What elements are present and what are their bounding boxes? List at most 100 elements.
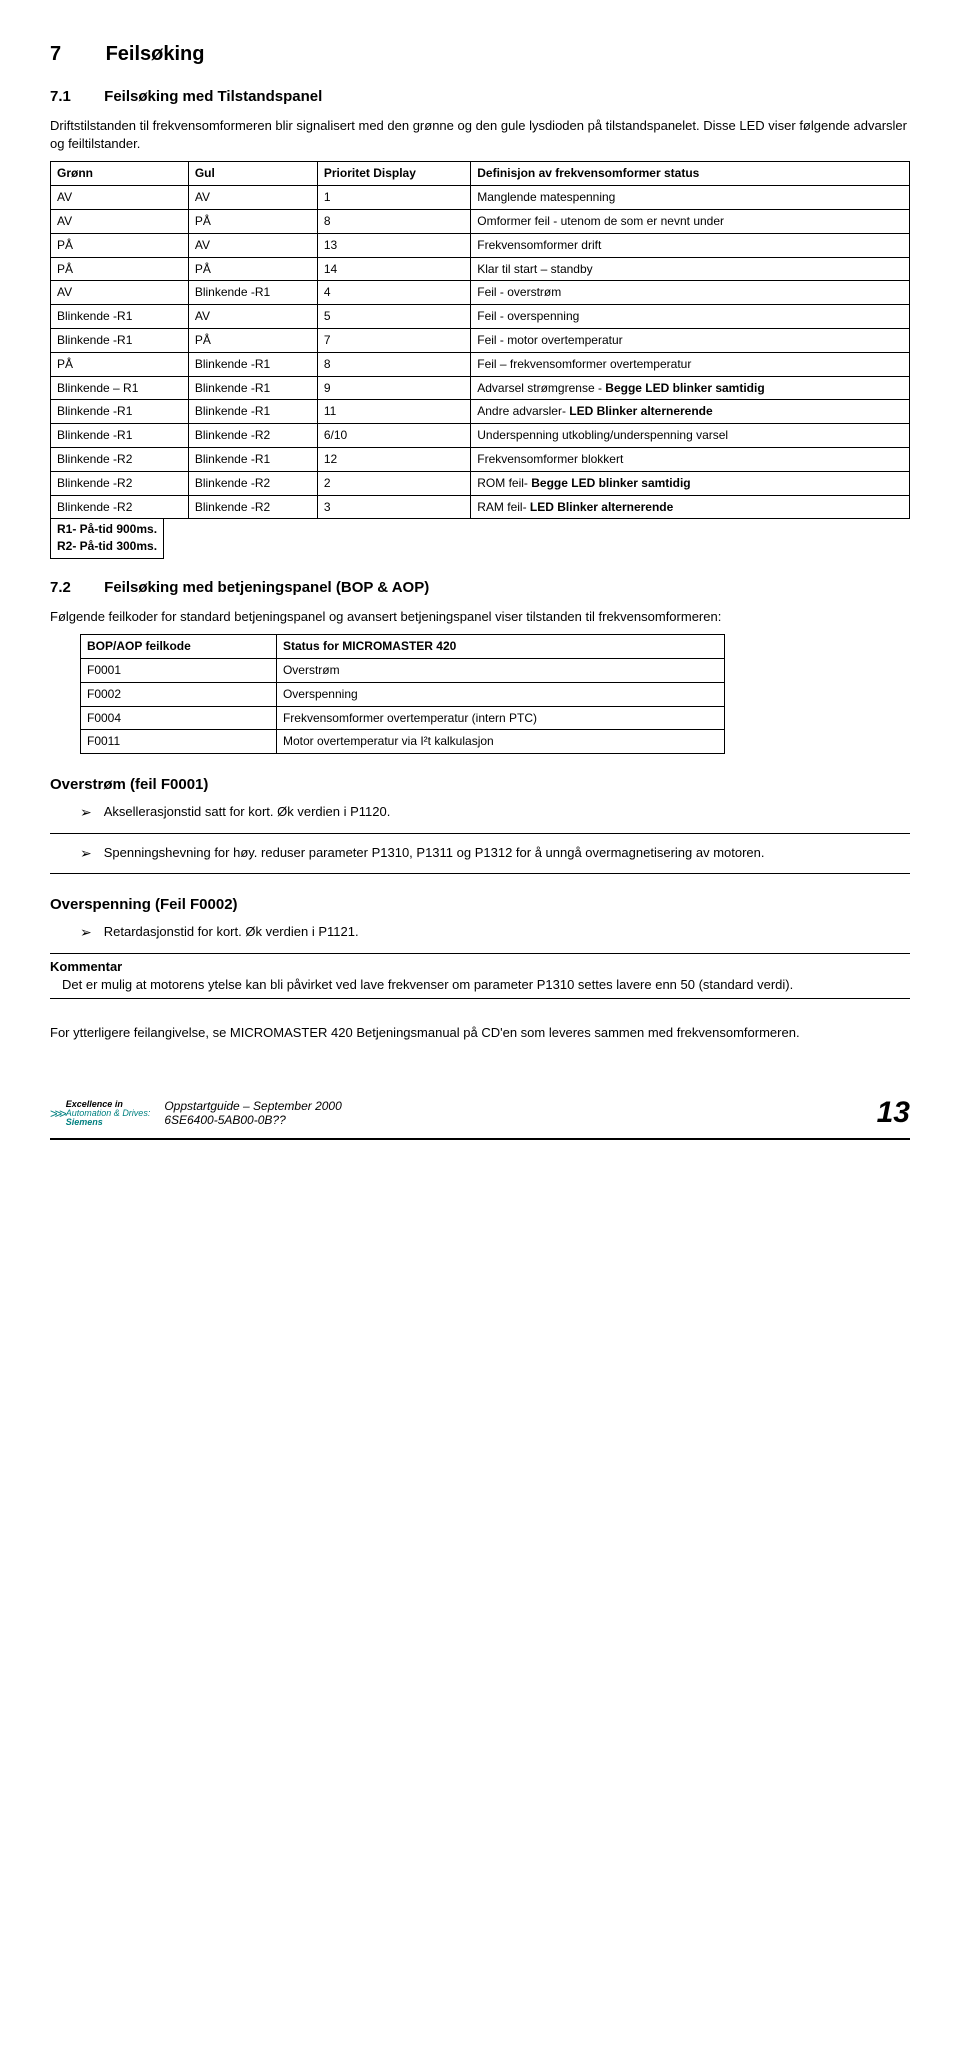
table-cell: Andre advarsler- LED Blinker alternerend… [471, 400, 910, 424]
table-row: AVPÅ8Omformer feil - utenom de som er ne… [51, 209, 910, 233]
section-number: 7 [50, 40, 100, 68]
section-title: Feilsøking [106, 43, 205, 65]
bullet-item: ➢ Aksellerasjonstid satt for kort. Øk ve… [80, 803, 910, 823]
table-cell: AV [51, 209, 189, 233]
table-cell: PÅ [51, 233, 189, 257]
table-cell: PÅ [188, 257, 317, 281]
subsection-71-title: 7.1 Feilsøking med Tilstandspanel [50, 86, 910, 107]
table-cell: Overspenning [276, 682, 724, 706]
table-cell: Blinkende -R2 [51, 471, 189, 495]
kommentar-title: Kommentar [50, 958, 910, 976]
table-cell: 7 [317, 328, 470, 352]
table-cell: 2 [317, 471, 470, 495]
footer-doc-info: Oppstartguide – September 2000 6SE6400-5… [164, 1099, 341, 1128]
table-cell: PÅ [51, 352, 189, 376]
subsection-number: 7.1 [50, 86, 100, 107]
table-cell: 5 [317, 305, 470, 329]
table-cell: AV [188, 305, 317, 329]
table-header: Gul [188, 162, 317, 186]
table-row: F0001Overstrøm [81, 658, 725, 682]
table-cell: RAM feil- LED Blinker alternerende [471, 495, 910, 519]
table-cell: 14 [317, 257, 470, 281]
table-row: Blinkende -R1Blinkende -R26/10Underspenn… [51, 424, 910, 448]
divider [50, 833, 910, 834]
table-cell: Omformer feil - utenom de som er nevnt u… [471, 209, 910, 233]
page-footer: >>> Excellence in Automation & Drives: S… [50, 1092, 910, 1140]
table-cell: Frekvensomformer overtemperatur (intern … [276, 706, 724, 730]
logo-line3: Siemens [66, 1117, 103, 1127]
table-cell: Motor overtemperatur via I²t kalkulasjon [276, 730, 724, 754]
footnote-r2: R2- På-tid 300ms. [57, 539, 157, 553]
table-cell: Feil - overstrøm [471, 281, 910, 305]
table-row: Blinkende -R1PÅ7Feil - motor overtempera… [51, 328, 910, 352]
table-cell: F0011 [81, 730, 277, 754]
table-cell: Feil - overspenning [471, 305, 910, 329]
table-cell: AV [51, 186, 189, 210]
intro-71: Driftstilstanden til frekvensomformeren … [50, 117, 910, 153]
table-cell: 9 [317, 376, 470, 400]
table-cell: Blinkende -R1 [51, 400, 189, 424]
subsection-number: 7.2 [50, 577, 100, 598]
table-row: Blinkende -R2Blinkende -R22ROM feil- Beg… [51, 471, 910, 495]
table-cell: Manglende matespenning [471, 186, 910, 210]
subsection-title: Feilsøking med Tilstandspanel [104, 88, 322, 105]
table-cell: Overstrøm [276, 658, 724, 682]
page-title: 7 Feilsøking [50, 40, 910, 68]
subsection-title: Feilsøking med betjeningspanel (BOP & AO… [104, 579, 429, 596]
table-cell: Frekvensomformer drift [471, 233, 910, 257]
bullet-item: ➢ Spenningshevning for høy. reduser para… [80, 844, 910, 864]
table-cell: PÅ [188, 209, 317, 233]
table-cell: Blinkende -R1 [188, 447, 317, 471]
table-cell: 8 [317, 352, 470, 376]
table-cell: Blinkende -R2 [188, 471, 317, 495]
arrow-icon: ➢ [80, 803, 92, 823]
table-row: Blinkende -R1AV5Feil - overspenning [51, 305, 910, 329]
table-cell: Blinkende -R1 [51, 328, 189, 352]
table-cell: ROM feil- Begge LED blinker samtidig [471, 471, 910, 495]
table-cell: 12 [317, 447, 470, 471]
kommentar-block: Kommentar Det er mulig at motorens ytels… [50, 953, 910, 999]
table-row: Blinkende -R2Blinkende -R23RAM feil- LED… [51, 495, 910, 519]
table-cell: 4 [317, 281, 470, 305]
table-row: AVBlinkende -R14Feil - overstrøm [51, 281, 910, 305]
kommentar-body: Det er mulig at motorens ytelse kan bli … [62, 976, 910, 994]
table-cell: 1 [317, 186, 470, 210]
siemens-logo: >>> Excellence in Automation & Drives: S… [50, 1100, 150, 1127]
table-row: F0002Overspenning [81, 682, 725, 706]
table-cell: Feil - motor overtemperatur [471, 328, 910, 352]
table-cell: F0002 [81, 682, 277, 706]
bullet-text: Aksellerasjonstid satt for kort. Øk verd… [104, 803, 391, 821]
table-cell: Blinkende -R1 [51, 424, 189, 448]
table-cell: 3 [317, 495, 470, 519]
table-cell: Blinkende -R2 [51, 447, 189, 471]
table-cell: Feil – frekvensomformer overtemperatur [471, 352, 910, 376]
table-cell: 6/10 [317, 424, 470, 448]
table-cell: 13 [317, 233, 470, 257]
overspenning-title: Overspenning (Feil F0002) [50, 894, 910, 915]
bullet-item: ➢ Retardasjonstid for kort. Øk verdien i… [80, 923, 910, 943]
bullet-text: Retardasjonstid for kort. Øk verdien i P… [104, 923, 359, 941]
table-row: PÅBlinkende -R18Feil – frekvensomformer … [51, 352, 910, 376]
table-cell: 8 [317, 209, 470, 233]
table-cell: Blinkende -R2 [51, 495, 189, 519]
table-cell: Underspenning utkobling/underspenning va… [471, 424, 910, 448]
table-cell: AV [188, 186, 317, 210]
status-table: GrønnGulPrioritet DisplayDefinisjon av f… [50, 161, 910, 519]
table-cell: F0001 [81, 658, 277, 682]
table-row: PÅPÅ14Klar til start – standby [51, 257, 910, 281]
logo-arrows-icon: >>> [50, 1107, 64, 1120]
footnote-r1: R1- På-tid 900ms. [57, 522, 157, 536]
table-cell: AV [188, 233, 317, 257]
arrow-icon: ➢ [80, 923, 92, 943]
table-row: PÅAV13Frekvensomformer drift [51, 233, 910, 257]
table-cell: Blinkende – R1 [51, 376, 189, 400]
footer-line2: 6SE6400-5AB00-0B?? [164, 1113, 285, 1127]
table-cell: Blinkende -R2 [188, 495, 317, 519]
status-footnote: R1- På-tid 900ms. R2- På-tid 300ms. [50, 518, 164, 559]
table-header: Grønn [51, 162, 189, 186]
arrow-icon: ➢ [80, 844, 92, 864]
footer-line1: Oppstartguide – September 2000 [164, 1099, 341, 1113]
table-cell: Blinkende -R2 [188, 424, 317, 448]
intro-72: Følgende feilkoder for standard betjenin… [50, 608, 910, 626]
table-header: Definisjon av frekvensomformer status [471, 162, 910, 186]
